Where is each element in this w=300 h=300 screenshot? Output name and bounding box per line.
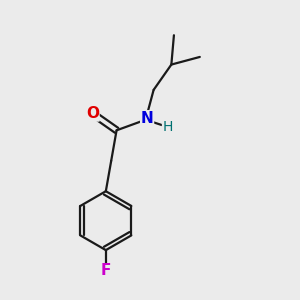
Text: F: F [100, 262, 111, 278]
Text: O: O [86, 106, 99, 121]
Text: N: N [141, 111, 154, 126]
Text: H: H [163, 119, 173, 134]
